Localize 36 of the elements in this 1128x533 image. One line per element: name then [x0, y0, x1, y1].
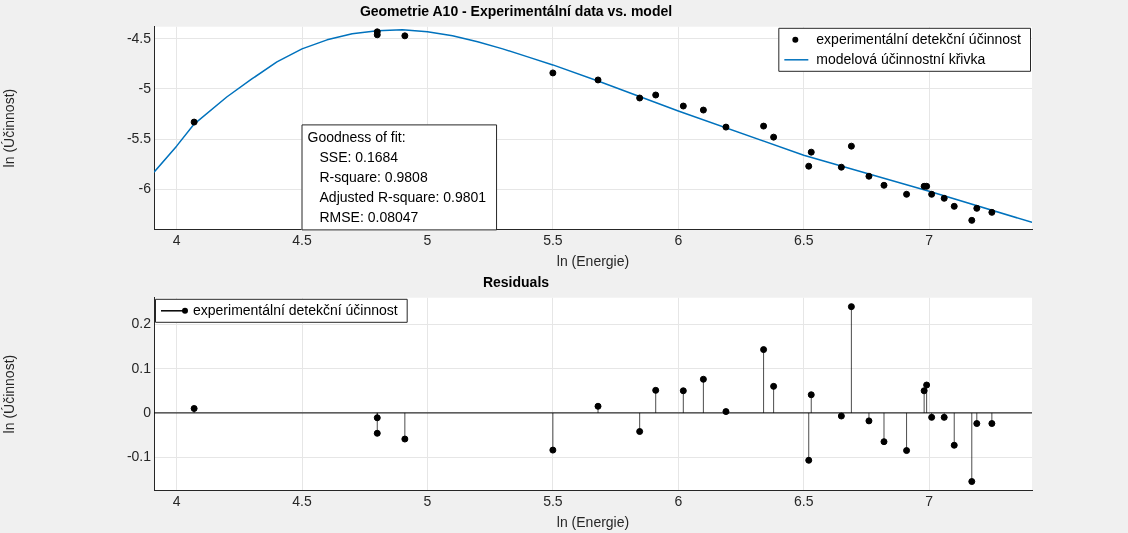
y-tick-label: 0.2: [131, 315, 152, 332]
y-tick-label: 0.1: [131, 359, 152, 376]
y-tick-label: -5.5: [126, 129, 152, 146]
y-tick-label: -0.1: [126, 448, 152, 465]
x-tick-label: 6: [674, 492, 683, 509]
x-tick-label: 5.5: [543, 231, 563, 248]
x-tick-label: 6: [674, 231, 683, 248]
x-tick-label: 4.5: [292, 492, 312, 509]
legend-label: modelová účinnostní křivka: [816, 50, 986, 67]
legend-label: experimentální detekční účinnost: [193, 301, 398, 318]
x-tick-label: 7: [925, 492, 934, 509]
annotation: SSE: 0.1684: [319, 149, 399, 166]
y-axis-title: ln (Účinnost): [1, 88, 18, 168]
x-axis-title: ln (Energie): [556, 253, 630, 270]
x-tick-label: 4.5: [292, 231, 312, 248]
y-tick-label: 0: [143, 403, 152, 420]
x-tick-label: 4: [172, 492, 181, 509]
annotation: RMSE: 0.08047: [319, 209, 419, 226]
y-tick-label: -4.5: [126, 29, 152, 46]
x-tick-label: 5: [423, 492, 432, 509]
chart-title: Residuals: [482, 274, 550, 291]
x-tick-label: 5: [423, 231, 432, 248]
x-tick-label: 6.5: [793, 231, 814, 248]
y-tick-label: -6: [138, 180, 152, 197]
x-tick-label: 6.5: [793, 492, 814, 509]
legend-label: experimentální detekční účinnost: [816, 30, 1022, 47]
y-tick-label: -5: [138, 79, 152, 96]
annotation: Adjusted R-square: 0.9801: [319, 189, 487, 206]
x-axis-title: ln (Energie): [556, 514, 630, 531]
chart-title: Geometrie A10 - Experimentální data vs. model: [359, 3, 673, 20]
x-tick-label: 7: [925, 231, 934, 248]
annotation: R-square: 0.9808: [319, 169, 428, 186]
x-tick-label: 4: [172, 231, 181, 248]
y-axis-title: ln (Účinnost): [1, 354, 18, 434]
x-tick-label: 5.5: [543, 492, 563, 509]
annotation: Goodness of fit:: [307, 129, 406, 146]
